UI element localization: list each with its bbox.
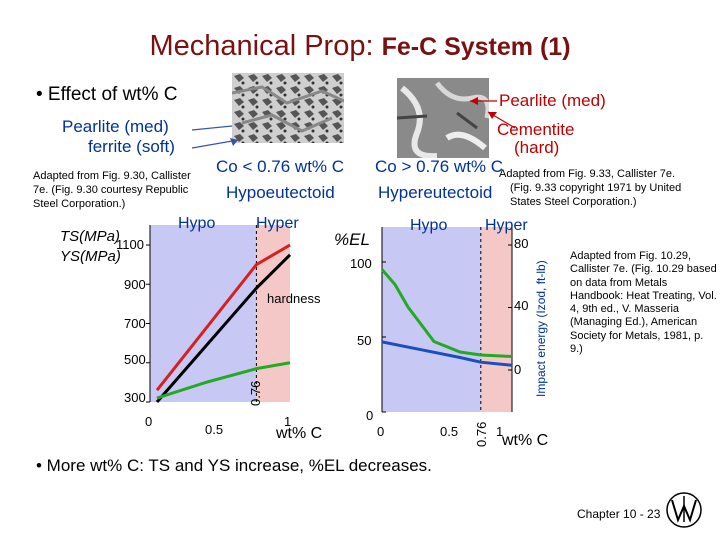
c1-xtick: 1: [284, 414, 292, 429]
university-logo-icon: [666, 492, 702, 528]
chart1-axes: [146, 225, 257, 403]
c1-hypo-label: Hypo: [178, 215, 216, 232]
side-credit: Adapted from Fig. 10.29, Callister 7e. (…: [570, 250, 717, 356]
c2-xtick: 0: [377, 424, 385, 439]
series-ts: [155, 243, 291, 392]
slide-title: Mechanical Prop: Fe-C System (1): [0, 30, 720, 63]
c1-ytick: 700: [124, 316, 146, 331]
c1-ytick: 1100: [116, 237, 144, 252]
left-credit: Adapted from Fig. 9.30, Callister 7e. (F…: [33, 170, 191, 210]
c2-ytick-left: 100: [350, 256, 372, 271]
c2-xtick: 0.76: [474, 421, 489, 447]
chart2-hypo-region: [382, 227, 481, 412]
left-type: Hypoeutectoid: [226, 183, 335, 202]
chart2-axes: [381, 227, 513, 413]
right-type: Hypereutectoid: [378, 183, 493, 202]
arrow-pearlite-left: [191, 125, 233, 131]
hardness-annotation: hardness: [267, 291, 321, 306]
left-condition: Co < 0.76 wt% C: [216, 157, 345, 176]
right-credit-a: Adapted from Fig. 9.33, Callister 7e.: [499, 168, 676, 180]
chart2-series: [380, 268, 513, 367]
c2-ytick-left: 0: [366, 408, 374, 423]
series-ys: [155, 253, 292, 403]
c1-ytick: 300: [124, 390, 146, 405]
chart1-series: [155, 243, 292, 403]
right-credit-b: (Fig. 9.33 copyright 1971 by United Stat…: [510, 182, 682, 208]
series-impact: [381, 340, 513, 367]
c2-ytick-right: 40: [514, 298, 529, 313]
c2-hypo-label: Hypo: [410, 217, 448, 234]
footer-chapter: Chapter 10 - 23: [577, 507, 661, 521]
c2-xtick: 0.5: [440, 424, 459, 439]
left-pearlite-label: Pearlite (med): [62, 117, 169, 136]
c1-ytick: 900: [124, 277, 146, 292]
cementite-hard-label: (hard): [514, 138, 560, 157]
arrow-ferrite-left: [191, 139, 239, 149]
title-main: Mechanical Prop:: [149, 30, 374, 62]
c2-xtick: 1: [496, 424, 504, 439]
bullet-effect: • Effect of wt% C: [36, 84, 178, 105]
el-axis-label: %EL: [334, 230, 370, 249]
c1-xtick: 0.76: [248, 380, 263, 406]
left-ferrite-label: ferrite (soft): [88, 137, 175, 156]
bullet-conclusion: • More wt% C: TS and YS increase, %EL de…: [36, 456, 432, 475]
c1-xtick: 0: [145, 414, 153, 429]
c2-ytick-left: 50: [357, 333, 372, 348]
left-micrograph: [232, 73, 344, 143]
c1-ytick: 500: [124, 352, 146, 367]
c2-hyper-label: Hyper: [485, 217, 528, 234]
right-pearlite-label: Pearlite (med): [499, 91, 606, 110]
chart2-hyper-region: [480, 227, 512, 412]
c2-ytick-right: 0: [514, 362, 522, 377]
right-micrograph: [397, 78, 489, 158]
title-sub: Fe-C System (1): [381, 33, 571, 61]
impact-axis-label: Impact energy (Izod, ft-lb): [534, 260, 548, 397]
c2-ytick-right: 80: [514, 236, 529, 251]
cementite-label: Cementite: [497, 120, 575, 139]
ys-axis-label: YS(MPa): [60, 248, 121, 265]
c1-hyper-label: Hyper: [256, 215, 299, 232]
c2-xlabel: wt% C: [502, 432, 549, 449]
c1-xlabel: wt% C: [276, 425, 323, 442]
series-elongation: [380, 268, 513, 358]
ts-axis-label: TS(MPa): [60, 228, 120, 245]
right-condition: Co > 0.76 wt% C: [375, 157, 504, 176]
c1-xtick: 0.5: [205, 422, 224, 437]
series-hardness: [156, 361, 291, 400]
